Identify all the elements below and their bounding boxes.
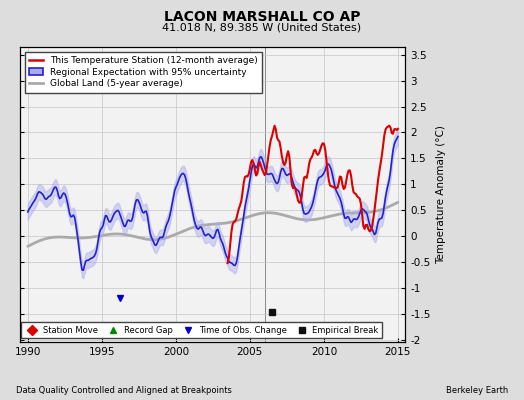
Y-axis label: Temperature Anomaly (°C): Temperature Anomaly (°C) (436, 125, 446, 264)
Legend: Station Move, Record Gap, Time of Obs. Change, Empirical Break: Station Move, Record Gap, Time of Obs. C… (20, 322, 382, 338)
Text: 41.018 N, 89.385 W (United States): 41.018 N, 89.385 W (United States) (162, 22, 362, 32)
Text: Berkeley Earth: Berkeley Earth (446, 386, 508, 395)
Text: LACON MARSHALL CO AP: LACON MARSHALL CO AP (163, 10, 361, 24)
Text: Data Quality Controlled and Aligned at Breakpoints: Data Quality Controlled and Aligned at B… (16, 386, 232, 395)
